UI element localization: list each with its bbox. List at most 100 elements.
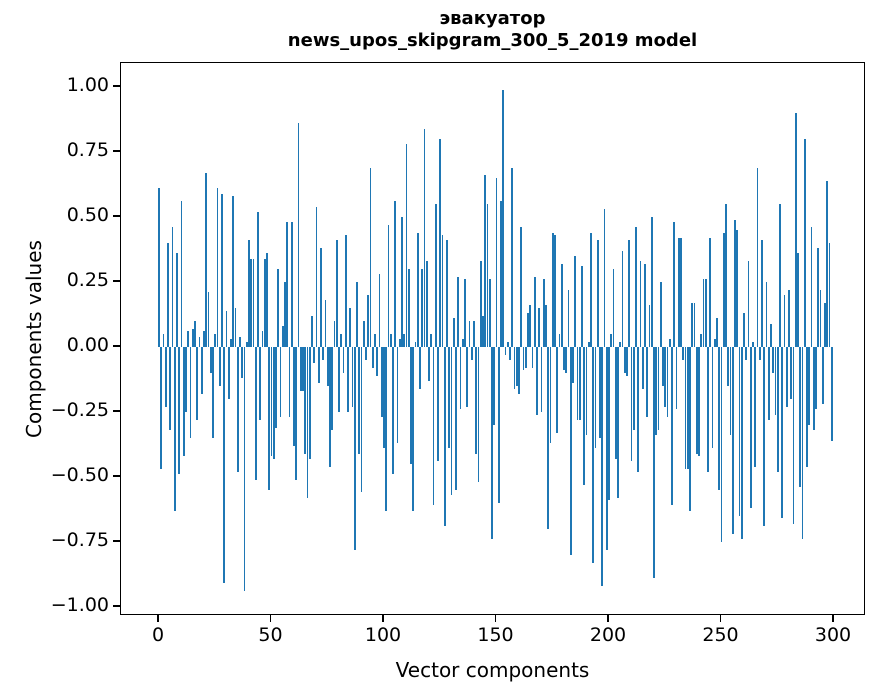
bar bbox=[572, 346, 574, 384]
bar bbox=[383, 346, 385, 449]
bar bbox=[331, 346, 334, 431]
bar bbox=[821, 346, 824, 405]
bar bbox=[540, 346, 543, 412]
bar bbox=[396, 346, 399, 444]
bar bbox=[666, 346, 669, 418]
chart-title-model: news_upos_skipgram_300_5_2019 model bbox=[287, 30, 698, 51]
y-tick-label: −0.75 bbox=[50, 529, 109, 552]
bar bbox=[610, 333, 613, 347]
bar bbox=[659, 281, 662, 347]
bar bbox=[635, 227, 637, 347]
bar bbox=[374, 333, 376, 347]
bar bbox=[304, 346, 307, 454]
x-tick-label: 250 bbox=[702, 624, 739, 646]
bar bbox=[785, 346, 788, 407]
bar bbox=[158, 188, 160, 347]
bar bbox=[527, 313, 529, 347]
bar bbox=[677, 237, 680, 347]
bar bbox=[257, 211, 259, 347]
bar bbox=[653, 346, 655, 579]
bar bbox=[248, 240, 250, 347]
bar bbox=[221, 193, 223, 347]
bar bbox=[245, 341, 248, 347]
bar bbox=[167, 242, 169, 347]
bar bbox=[689, 346, 691, 511]
bar bbox=[351, 346, 354, 407]
bar bbox=[277, 268, 280, 347]
bar bbox=[799, 346, 802, 488]
bar bbox=[412, 346, 415, 511]
bar bbox=[524, 346, 527, 368]
bar bbox=[315, 206, 318, 347]
bar bbox=[533, 276, 536, 347]
bar bbox=[338, 346, 340, 412]
bar bbox=[743, 313, 745, 347]
bar bbox=[344, 235, 347, 347]
bar bbox=[252, 258, 255, 347]
bar bbox=[630, 346, 633, 462]
bar bbox=[576, 346, 579, 420]
bar bbox=[605, 346, 608, 550]
bar bbox=[239, 336, 241, 347]
bar bbox=[682, 346, 685, 360]
bar bbox=[434, 203, 437, 347]
bar bbox=[772, 346, 775, 373]
bar bbox=[725, 203, 727, 347]
bar bbox=[486, 203, 489, 347]
bar bbox=[160, 346, 163, 470]
bar bbox=[538, 307, 541, 347]
bar bbox=[815, 346, 817, 410]
bar bbox=[389, 333, 392, 347]
y-tick-label: 0.25 bbox=[66, 269, 109, 292]
bar bbox=[752, 341, 754, 347]
bar bbox=[293, 346, 295, 446]
bar bbox=[446, 240, 448, 347]
x-tick-label: 100 bbox=[364, 624, 402, 646]
x-axis-label: Vector components bbox=[395, 658, 590, 682]
bar bbox=[551, 232, 554, 347]
bar bbox=[326, 346, 329, 386]
bar bbox=[698, 346, 700, 457]
chart-title: эвакуатор news_upos_skipgram_300_5_2019 … bbox=[120, 8, 865, 52]
bar bbox=[695, 346, 698, 454]
bar bbox=[349, 307, 352, 347]
bar bbox=[261, 331, 264, 347]
bar bbox=[520, 227, 523, 347]
x-tick-mark bbox=[494, 615, 497, 622]
bar bbox=[250, 258, 253, 347]
bar bbox=[709, 237, 712, 347]
bar bbox=[702, 279, 705, 347]
bar bbox=[601, 346, 604, 587]
bar bbox=[333, 320, 336, 347]
bar bbox=[360, 346, 363, 493]
bar bbox=[729, 346, 732, 436]
bar bbox=[691, 302, 694, 347]
bar bbox=[664, 346, 667, 407]
bar bbox=[626, 346, 628, 376]
bar bbox=[194, 320, 196, 347]
x-tick-label: 200 bbox=[589, 624, 627, 646]
bar bbox=[214, 333, 217, 347]
bar bbox=[734, 219, 736, 347]
bar bbox=[680, 237, 682, 347]
x-tick-mark bbox=[382, 615, 384, 622]
bar bbox=[227, 346, 230, 399]
bar bbox=[356, 281, 358, 347]
bar bbox=[545, 305, 547, 347]
bar bbox=[592, 346, 595, 563]
bar bbox=[599, 346, 601, 438]
bar bbox=[668, 339, 671, 347]
bar bbox=[241, 346, 244, 379]
bar bbox=[704, 279, 707, 347]
bar bbox=[495, 177, 498, 347]
x-tick-label: 50 bbox=[258, 624, 283, 646]
bar bbox=[421, 268, 424, 347]
bar bbox=[502, 89, 505, 347]
bar bbox=[594, 346, 597, 449]
y-tick-label: −0.50 bbox=[50, 464, 109, 487]
bar bbox=[549, 346, 552, 444]
bar bbox=[819, 289, 822, 347]
bar bbox=[713, 339, 716, 347]
bar bbox=[473, 320, 475, 347]
bar bbox=[452, 318, 455, 347]
